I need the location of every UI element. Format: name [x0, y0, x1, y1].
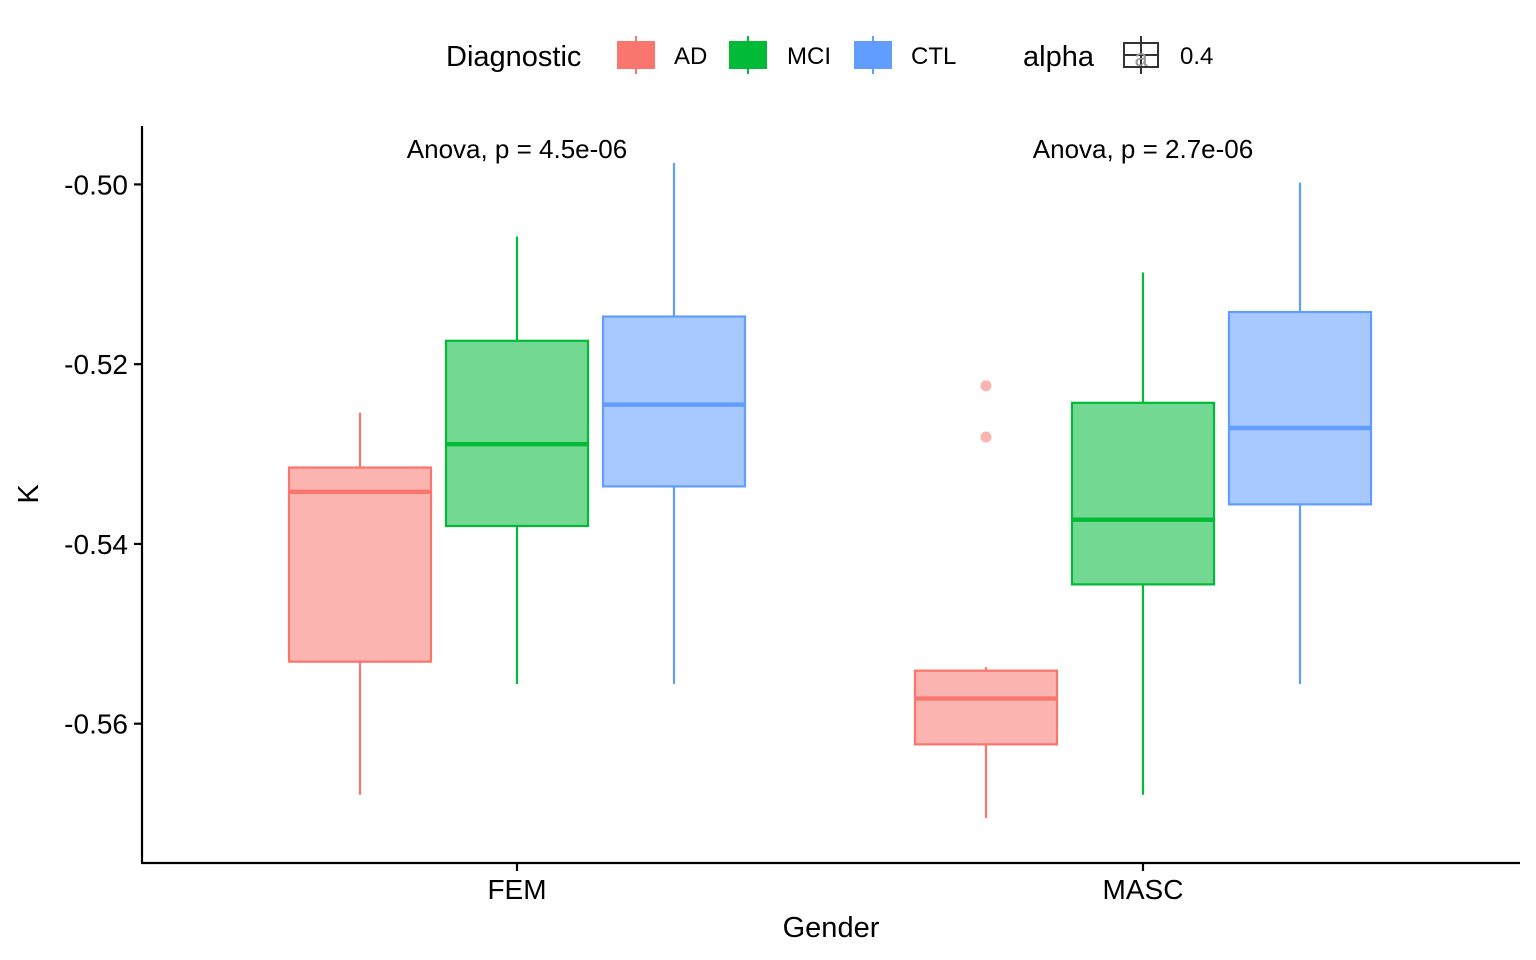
box-mci-fem-iqr-box [444, 339, 590, 528]
legend-label-ctl: CTL [911, 43, 956, 70]
box-ad-masc-iqr-box [913, 669, 1059, 746]
y-tick-label: -0.52 [64, 349, 128, 380]
box-ad-fem [287, 412, 433, 795]
anova-label: Anova, p = 4.5e-06 [407, 134, 627, 164]
box-ad-masc-outlier [980, 380, 992, 392]
anova-label: Anova, p = 2.7e-06 [1033, 134, 1253, 164]
box-ad-masc [913, 380, 1059, 819]
plot-area [287, 162, 1373, 819]
y-axis-title: K [13, 484, 45, 504]
box-ctl-masc-iqr-box [1227, 310, 1373, 506]
box-ctl-fem-iqr-box [601, 315, 747, 488]
box-mci-masc-iqr-box [1070, 401, 1216, 586]
x-axis-ticks: FEM MASC [487, 863, 1183, 905]
legend-label-mci: MCI [787, 43, 831, 70]
legend-alpha-key: a [1123, 36, 1159, 74]
y-tick-label: -0.56 [64, 709, 128, 740]
box-mci-masc [1070, 272, 1216, 795]
box-ctl-fem [601, 162, 747, 685]
y-axis-ticks: -0.50 -0.52 -0.54 -0.56 [64, 169, 142, 740]
legend-key-ad [617, 36, 655, 74]
legend-label-ad: AD [674, 43, 707, 70]
legend-alpha-value: 0.4 [1180, 43, 1213, 70]
box-ad-masc-outlier [980, 431, 992, 443]
y-tick-label: -0.50 [64, 169, 128, 200]
box-ctl-masc [1227, 182, 1373, 685]
x-tick-label: MASC [1103, 874, 1184, 905]
legend-alpha-title: alpha [1023, 41, 1095, 73]
y-tick-label: -0.54 [64, 529, 128, 560]
legend-key-ctl [854, 36, 892, 74]
legend-title: Diagnostic [446, 41, 581, 73]
legend-key-mci [729, 36, 767, 74]
legend: Diagnostic AD MCI CTL alpha a 0.4 [446, 36, 1213, 74]
x-tick-label: FEM [487, 874, 546, 905]
box-ad-fem-iqr-box [287, 466, 433, 663]
anova-annotations: Anova, p = 4.5e-06 Anova, p = 2.7e-06 [407, 134, 1253, 164]
legend-alpha-glyph: a [1134, 45, 1148, 72]
box-mci-fem [444, 236, 590, 685]
x-axis-title: Gender [783, 912, 880, 944]
